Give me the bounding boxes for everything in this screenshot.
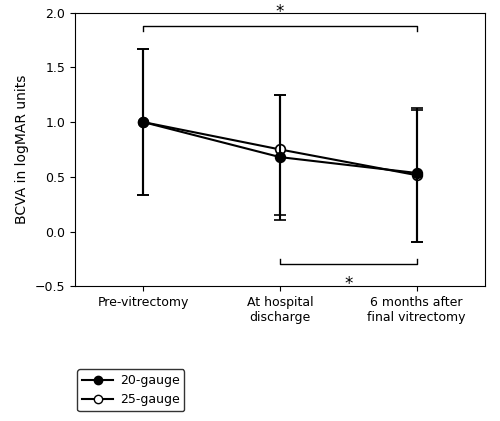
Text: *: * <box>344 275 352 293</box>
Y-axis label: BCVA in logMAR units: BCVA in logMAR units <box>15 75 29 224</box>
Text: *: * <box>276 3 284 21</box>
Legend: 20-gauge, 25-gauge: 20-gauge, 25-gauge <box>77 369 184 411</box>
